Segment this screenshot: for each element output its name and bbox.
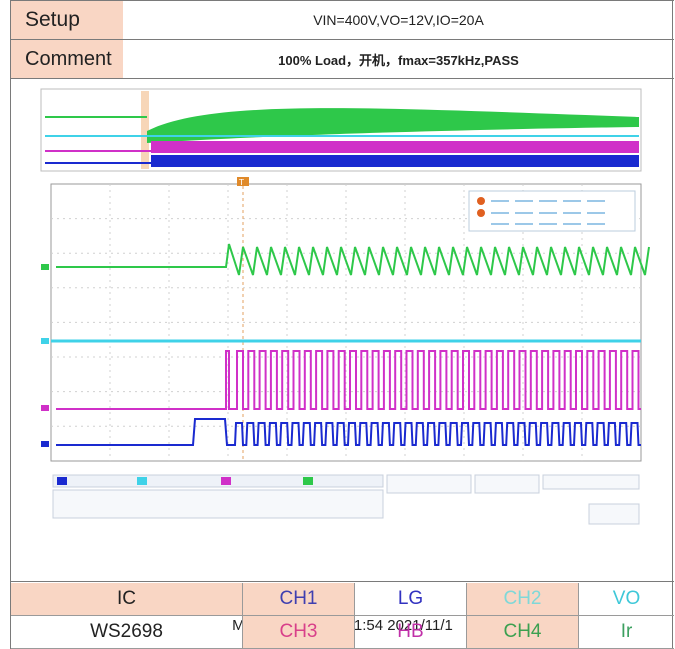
trigger-marker bbox=[237, 177, 249, 186]
ch4-badge bbox=[303, 477, 313, 485]
ch1-label: CH1 bbox=[243, 583, 355, 616]
ch4-level-marker bbox=[41, 264, 49, 270]
readout-marker-b bbox=[477, 209, 485, 217]
ch3-badge bbox=[221, 477, 231, 485]
setup-row: Setup VIN=400V,VO=12V,IO=20A bbox=[11, 0, 674, 40]
setup-value: VIN=400V,VO=12V,IO=20A bbox=[313, 12, 484, 28]
measurement-table bbox=[52, 489, 384, 519]
ch1-level-marker bbox=[41, 441, 49, 447]
overview-window bbox=[141, 91, 149, 169]
record-length-box bbox=[474, 474, 540, 494]
oscilloscope-capture: T MDO4024C - bbox=[11, 79, 674, 634]
overview-ch3-band bbox=[151, 141, 639, 153]
overview-ch4-envelope bbox=[147, 108, 639, 143]
ch3-level-marker bbox=[41, 405, 49, 411]
ch2-level-marker bbox=[41, 338, 49, 344]
comment-row: Comment 100% Load，开机，fmax=357kHz,PASS bbox=[11, 40, 674, 79]
comment-value: 100% Load，开机，fmax=357kHz,PASS bbox=[278, 52, 519, 68]
timestamp-box bbox=[588, 503, 640, 525]
ch1-badge bbox=[57, 477, 67, 485]
trigger-marker-label: T bbox=[238, 178, 244, 187]
comment-label: Comment bbox=[11, 40, 123, 78]
overview-blue-band bbox=[151, 155, 639, 167]
hb-label: HB bbox=[355, 616, 467, 649]
channel-scale-bar bbox=[52, 474, 384, 488]
ch4-trace bbox=[56, 243, 650, 276]
setup-label: Setup bbox=[11, 1, 123, 39]
ch3-trace bbox=[56, 350, 641, 410]
ch3-label: CH3 bbox=[243, 616, 355, 649]
ch4-label: CH4 bbox=[467, 616, 579, 649]
ch2-badge bbox=[137, 477, 147, 485]
vo-label: VO bbox=[579, 583, 674, 616]
ic-header: IC bbox=[11, 583, 243, 616]
readout-marker-a bbox=[477, 197, 485, 205]
report-frame: Setup VIN=400V,VO=12V,IO=20A Comment 100… bbox=[10, 0, 674, 649]
ch2-label: CH2 bbox=[467, 583, 579, 616]
channel-level-markers bbox=[41, 264, 49, 447]
timebase-box bbox=[386, 474, 472, 494]
scope-screen: T bbox=[40, 88, 650, 525]
ir-label: Ir bbox=[579, 616, 674, 649]
ch1-trace bbox=[56, 418, 641, 446]
grid-lines bbox=[51, 184, 641, 461]
trigger-info-box bbox=[542, 474, 640, 490]
lg-label: LG bbox=[355, 583, 467, 616]
channel-table: IC CH1 LG CH2 VO WS2698 CH3 HB CH4 Ir bbox=[11, 583, 674, 649]
ic-value: WS2698 bbox=[11, 616, 243, 649]
